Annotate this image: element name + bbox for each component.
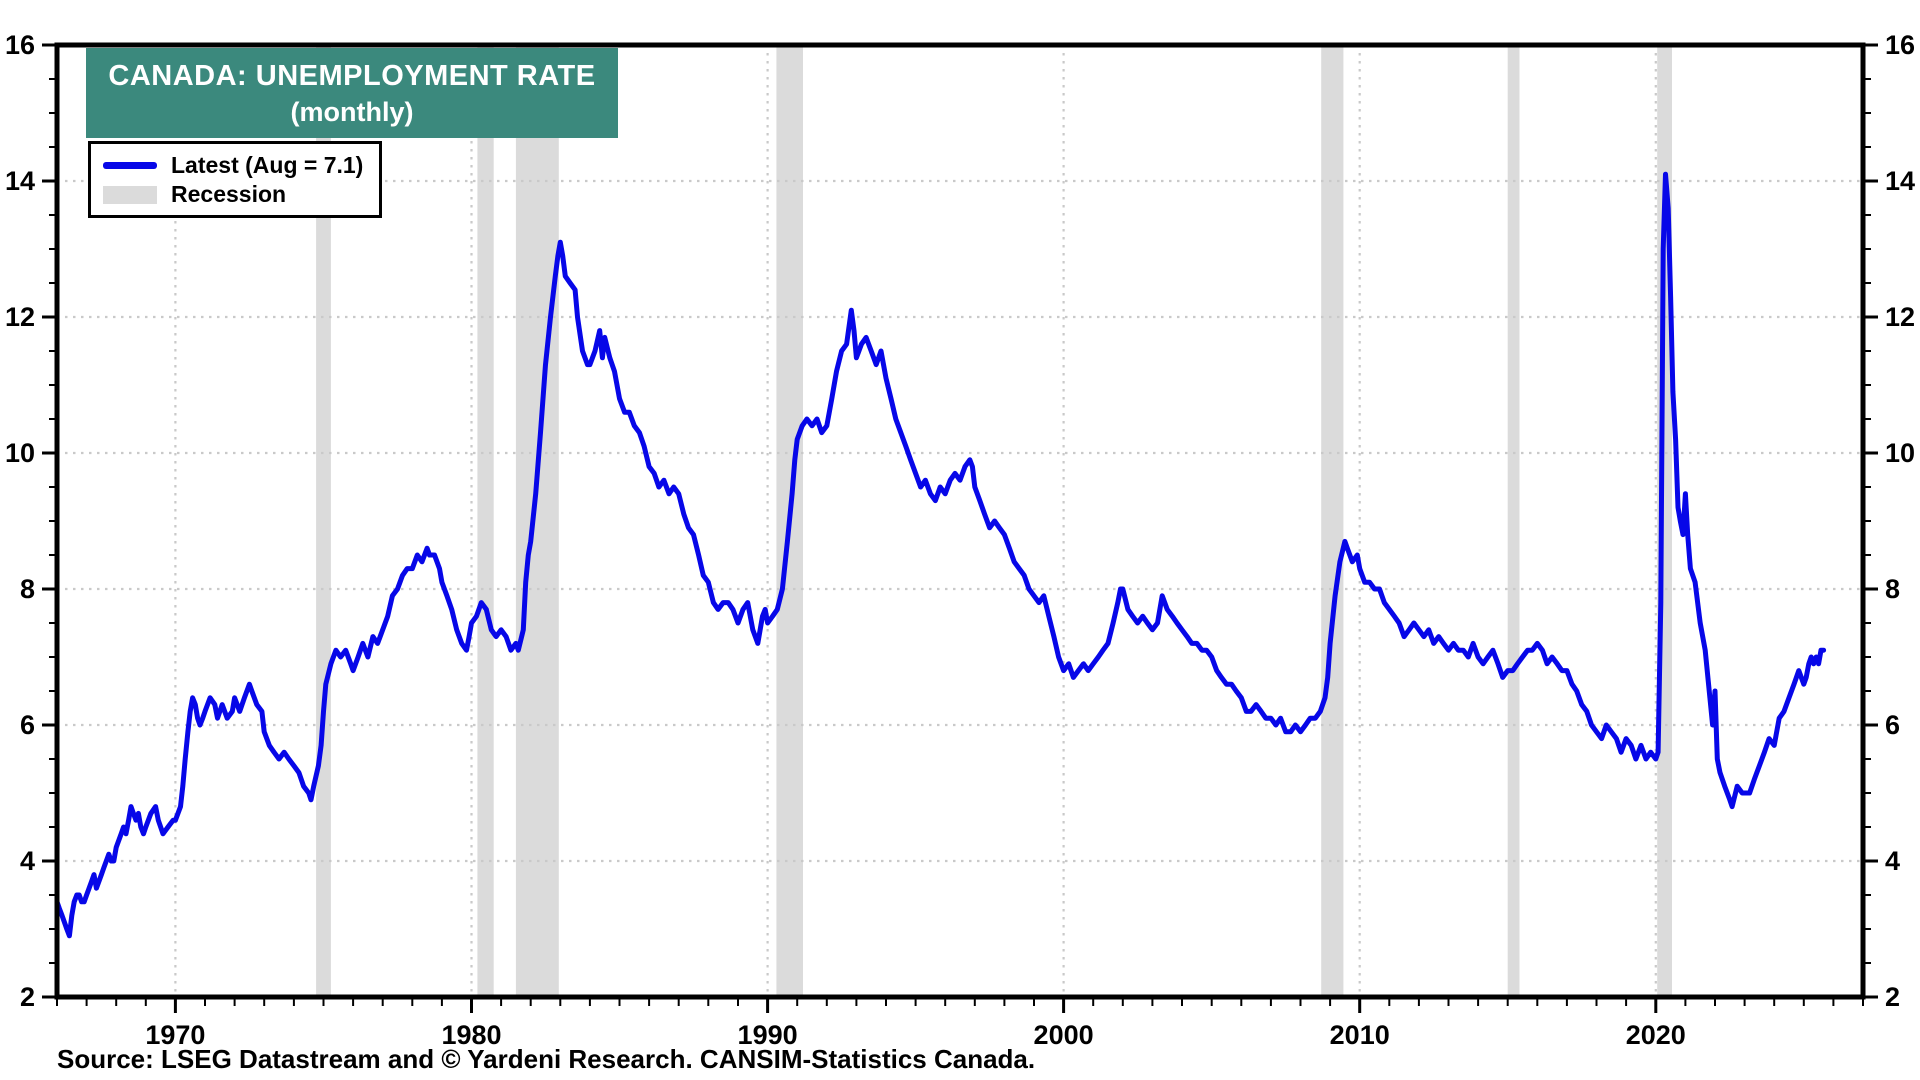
svg-text:2: 2 bbox=[20, 982, 35, 1012]
svg-text:4: 4 bbox=[1885, 846, 1900, 876]
svg-text:16: 16 bbox=[1885, 30, 1915, 60]
svg-text:2020: 2020 bbox=[1626, 1020, 1686, 1050]
recession-bands bbox=[316, 45, 1672, 997]
legend: Latest (Aug = 7.1) Recession bbox=[88, 141, 382, 218]
unemployment-line bbox=[54, 171, 1827, 939]
svg-text:1990: 1990 bbox=[738, 1020, 798, 1050]
plot-frame bbox=[54, 42, 1866, 1000]
recession-swatch bbox=[103, 185, 157, 204]
legend-item-latest: Latest (Aug = 7.1) bbox=[103, 151, 369, 180]
svg-text:2000: 2000 bbox=[1034, 1020, 1094, 1050]
legend-recession-label: Recession bbox=[171, 181, 287, 207]
svg-text:10: 10 bbox=[5, 438, 35, 468]
chart-title: CANADA: UNEMPLOYMENT RATE bbox=[108, 59, 596, 92]
chart-title-box: CANADA: UNEMPLOYMENT RATE (monthly) bbox=[86, 48, 618, 138]
y-axis-labels-left: 2 4 6 8 10 12 14 16 bbox=[5, 30, 35, 1012]
svg-text:1970: 1970 bbox=[145, 1020, 205, 1050]
legend-latest-label: Latest (Aug = 7.1) bbox=[171, 152, 364, 178]
source-attribution: Source: LSEG Datastream and © Yardeni Re… bbox=[57, 1044, 1036, 1074]
svg-text:8: 8 bbox=[20, 574, 35, 604]
legend-item-recession: Recession bbox=[103, 180, 369, 209]
svg-text:4: 4 bbox=[20, 846, 35, 876]
latest-line-swatch bbox=[103, 162, 157, 169]
svg-text:6: 6 bbox=[20, 710, 35, 740]
svg-text:8: 8 bbox=[1885, 574, 1900, 604]
svg-text:14: 14 bbox=[1885, 166, 1915, 196]
gridlines bbox=[57, 45, 1863, 997]
svg-text:2010: 2010 bbox=[1330, 1020, 1390, 1050]
x-axis-labels: 1970 1980 1990 2000 2010 2020 bbox=[145, 1020, 1685, 1050]
svg-text:2: 2 bbox=[1885, 982, 1900, 1012]
svg-text:14: 14 bbox=[5, 166, 35, 196]
svg-text:16: 16 bbox=[5, 30, 35, 60]
svg-text:6: 6 bbox=[1885, 710, 1900, 740]
y-axis-labels-right: 2 4 6 8 10 12 14 16 bbox=[1885, 30, 1915, 1012]
svg-text:12: 12 bbox=[5, 302, 35, 332]
chart-subtitle: (monthly) bbox=[290, 96, 414, 127]
svg-text:12: 12 bbox=[1885, 302, 1915, 332]
svg-text:10: 10 bbox=[1885, 438, 1915, 468]
svg-text:1980: 1980 bbox=[441, 1020, 501, 1050]
